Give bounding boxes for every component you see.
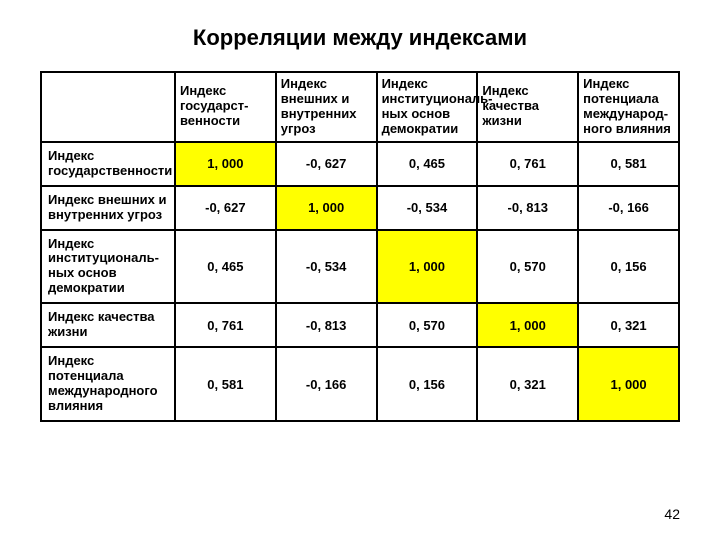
cell: 0, 321: [477, 347, 578, 421]
cell: -0, 627: [276, 142, 377, 186]
cell: 0, 156: [578, 230, 679, 304]
page-number: 42: [664, 506, 680, 522]
row-head-1: Индекс государственности: [41, 142, 175, 186]
cell: -0, 534: [276, 230, 377, 304]
cell: 0, 570: [377, 303, 478, 347]
cell: 0, 761: [477, 142, 578, 186]
corner-cell: [41, 72, 175, 142]
col-head-4: Индекс качества жизни: [477, 72, 578, 142]
cell: -0, 166: [578, 186, 679, 230]
cell: 0, 465: [377, 142, 478, 186]
cell: 1, 000: [377, 230, 478, 304]
cell: 1, 000: [175, 142, 276, 186]
cell: 0, 465: [175, 230, 276, 304]
cell: -0, 534: [377, 186, 478, 230]
col-head-5: Индекс потенциала международ-ного влияни…: [578, 72, 679, 142]
correlation-table: Индекс государст-венности Индекс внешних…: [40, 71, 680, 422]
col-head-2: Индекс внешних и внутренних угроз: [276, 72, 377, 142]
cell: -0, 627: [175, 186, 276, 230]
row-head-5: Индекс потенциала международного влияния: [41, 347, 175, 421]
table-row: Индекс государственности 1, 000 -0, 627 …: [41, 142, 679, 186]
cell: -0, 166: [276, 347, 377, 421]
row-head-4: Индекс качества жизни: [41, 303, 175, 347]
col-head-3: Индекс институциональ-ных основ демократ…: [377, 72, 478, 142]
cell: 0, 581: [175, 347, 276, 421]
table-row: Индекс качества жизни 0, 761 -0, 813 0, …: [41, 303, 679, 347]
cell: 1, 000: [477, 303, 578, 347]
cell: 0, 570: [477, 230, 578, 304]
cell: -0, 813: [276, 303, 377, 347]
col-head-1: Индекс государст-венности: [175, 72, 276, 142]
cell: 0, 321: [578, 303, 679, 347]
row-head-3: Индекс институциональ-ных основ демократ…: [41, 230, 175, 304]
cell: 1, 000: [276, 186, 377, 230]
cell: -0, 813: [477, 186, 578, 230]
cell: 0, 581: [578, 142, 679, 186]
cell: 0, 761: [175, 303, 276, 347]
row-head-2: Индекс внешних и внутренних угроз: [41, 186, 175, 230]
table-row: Индекс внешних и внутренних угроз -0, 62…: [41, 186, 679, 230]
header-row: Индекс государст-венности Индекс внешних…: [41, 72, 679, 142]
cell: 0, 156: [377, 347, 478, 421]
slide-title: Корреляции между индексами: [40, 25, 680, 51]
cell: 1, 000: [578, 347, 679, 421]
table-row: Индекс институциональ-ных основ демократ…: [41, 230, 679, 304]
table-row: Индекс потенциала международного влияния…: [41, 347, 679, 421]
